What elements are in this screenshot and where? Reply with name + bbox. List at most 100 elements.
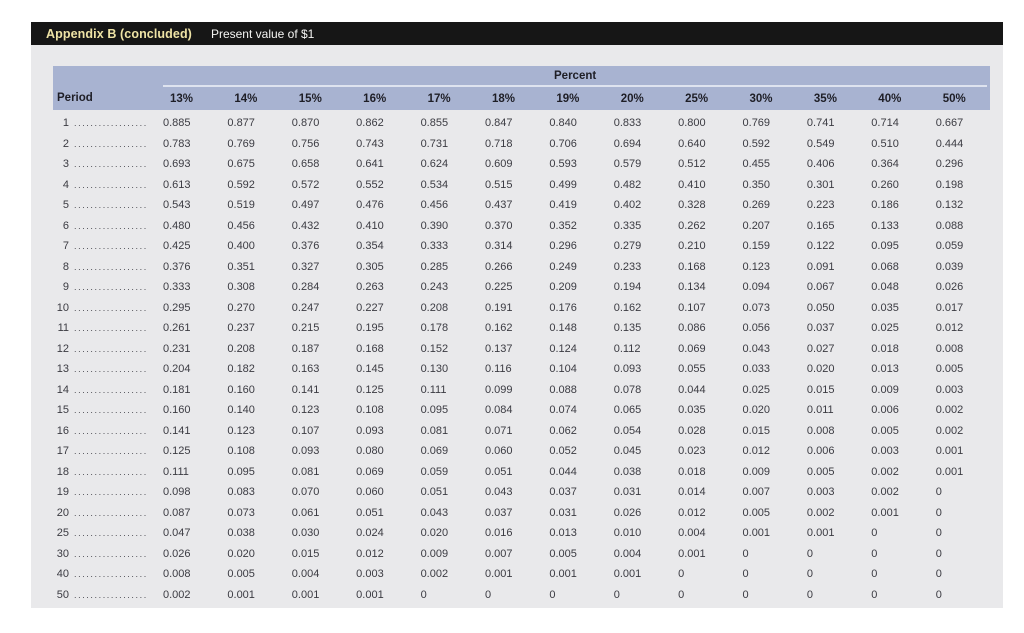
value-cell: 0.025 — [871, 322, 899, 335]
value-cell: 0.354 — [356, 240, 384, 253]
rate-column-header: 19% — [539, 87, 604, 110]
period-cell: 8 — [53, 257, 153, 278]
value-cell: 0 — [806, 547, 814, 560]
table-row: 13 0.204 0.182 0.163 0.145 0.130 0.116 0.104 0.0… — [53, 359, 990, 380]
value-cell: 0.084 — [484, 404, 513, 417]
value-cell: 0.012 — [935, 322, 964, 335]
rate-column-header: 13% — [153, 87, 218, 110]
value-cell: 0.031 — [613, 486, 642, 499]
value-cell: 0.667 — [935, 117, 964, 130]
dotted-leader — [74, 487, 146, 497]
value-cell: 0.137 — [484, 342, 513, 355]
value-cell: 0.308 — [227, 281, 255, 294]
value-cell: 0.187 — [291, 342, 320, 355]
period-cell: 30 — [53, 544, 153, 565]
value-cell: 0.194 — [613, 281, 642, 294]
value-cell: 0.002 — [806, 506, 835, 519]
table-panel: Period Percent 13% 14% 15% 16% 17% 18% 19% 20% 2… — [31, 45, 1003, 608]
value-cell: 0.073 — [227, 506, 255, 519]
period-number: 11 — [57, 322, 69, 335]
value-cell: 0.002 — [163, 588, 191, 601]
period-number: 30 — [56, 547, 69, 560]
value-cell: 0.870 — [291, 117, 320, 130]
value-cell: 0.333 — [420, 240, 449, 253]
value-cell: 0.847 — [484, 117, 513, 130]
table-row: 16 0.141 0.123 0.107 0.093 0.081 0.071 0.062 0.0… — [53, 421, 990, 442]
value-cell: 0.233 — [613, 260, 642, 273]
value-cell: 0.043 — [742, 342, 771, 355]
value-cell: 0.718 — [484, 137, 513, 150]
value-cell: 0.877 — [227, 117, 255, 130]
value-cell: 0.002 — [935, 404, 964, 417]
value-cell: 0.168 — [678, 260, 706, 273]
value-cell: 0.455 — [742, 158, 771, 171]
value-cell: 0.497 — [291, 199, 320, 212]
period-number: 17 — [56, 445, 69, 458]
table-row: 17 0.125 0.108 0.093 0.080 0.069 0.060 0.052 0.0… — [53, 441, 990, 462]
value-cell: 0.783 — [163, 137, 191, 150]
value-cell: 0.031 — [549, 506, 577, 519]
period-number: 7 — [62, 240, 69, 253]
dotted-leader — [74, 549, 146, 559]
dotted-leader — [74, 446, 146, 456]
value-cell: 0.001 — [871, 506, 899, 519]
period-cell: 11 — [53, 318, 153, 339]
value-cell: 0.095 — [420, 404, 449, 417]
value-cell: 0 — [742, 588, 749, 601]
value-cell: 0.002 — [871, 465, 899, 478]
value-cell: 0.020 — [227, 547, 255, 560]
value-cell: 0.444 — [935, 137, 964, 150]
period-cell: 10 — [53, 298, 153, 319]
value-cell: 0.027 — [806, 342, 835, 355]
value-cell: 0.376 — [291, 240, 320, 253]
value-cell: 0.295 — [163, 301, 191, 314]
period-cell: 12 — [53, 339, 153, 360]
value-cell: 0.024 — [356, 527, 384, 540]
value-cell: 0.260 — [871, 178, 899, 191]
rate-column-header: 16% — [346, 87, 411, 110]
value-cell: 0.001 — [484, 568, 513, 581]
value-cell: 0.261 — [163, 322, 191, 335]
value-cell: 0.002 — [935, 424, 964, 437]
value-cell: 0.227 — [356, 301, 384, 314]
period-number: 13 — [56, 363, 69, 376]
value-cell: 0.134 — [678, 281, 706, 294]
value-cell: 0.480 — [163, 219, 191, 232]
value-cell: 0.015 — [742, 424, 771, 437]
value-cell: 0.515 — [484, 178, 513, 191]
value-cell: 0.266 — [484, 260, 513, 273]
table-row: 14 0.181 0.160 0.141 0.125 0.111 0.099 0.088 0.0… — [53, 380, 990, 401]
value-cell: 0.093 — [356, 424, 384, 437]
value-cell: 0.168 — [356, 342, 384, 355]
value-cell: 0.270 — [227, 301, 255, 314]
value-cell: 0.001 — [227, 588, 255, 601]
period-cell: 14 — [53, 380, 153, 401]
value-cell: 0.243 — [420, 281, 449, 294]
value-cell: 0.133 — [871, 219, 899, 232]
value-cell: 0.074 — [549, 404, 577, 417]
value-cell: 0.160 — [163, 404, 191, 417]
value-cell: 0.007 — [742, 486, 771, 499]
value-cell: 0.093 — [291, 445, 320, 458]
table-row: 11 0.261 0.237 0.215 0.195 0.178 0.162 0.148 0.1… — [53, 318, 990, 339]
value-cell: 0.086 — [678, 322, 706, 335]
value-cell: 0.840 — [549, 117, 577, 130]
period-number: 8 — [62, 260, 69, 273]
value-cell: 0.062 — [549, 424, 577, 437]
rate-column-header: 15% — [281, 87, 347, 110]
period-column-header: Period — [53, 66, 153, 110]
value-cell: 0.003 — [935, 383, 964, 396]
value-cell: 0.351 — [227, 260, 255, 273]
value-cell: 0.051 — [420, 486, 449, 499]
value-cell: 0.015 — [806, 383, 835, 396]
value-cell: 0.125 — [356, 383, 384, 396]
value-cell: 0.284 — [291, 281, 320, 294]
value-cell: 0.410 — [678, 178, 706, 191]
value-cell: 0.579 — [613, 158, 642, 171]
value-cell: 0.543 — [163, 199, 191, 212]
rate-column-header: 18% — [474, 87, 540, 110]
value-cell: 0.001 — [291, 588, 320, 601]
value-cell: 0.052 — [549, 445, 577, 458]
dotted-leader — [74, 569, 146, 579]
value-cell: 0.162 — [484, 322, 513, 335]
